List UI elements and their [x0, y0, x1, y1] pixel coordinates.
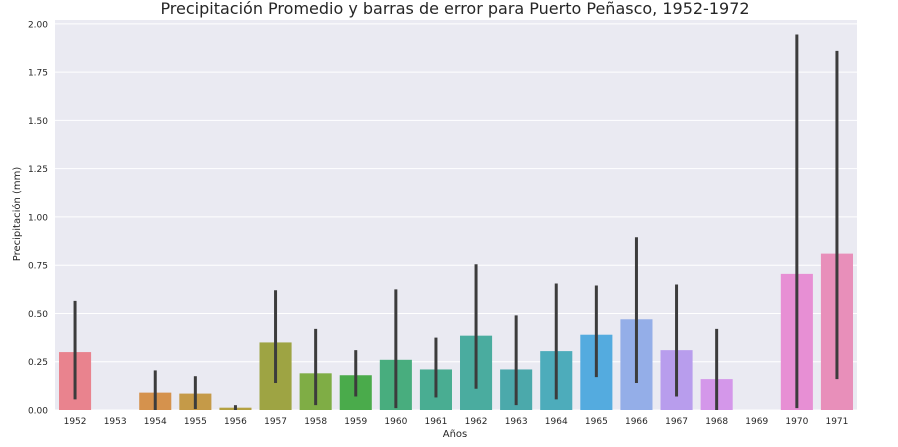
- x-tick-label: 1971: [825, 417, 848, 427]
- y-tick-label: 0.75: [28, 262, 48, 272]
- x-tick-label: 1967: [665, 417, 688, 427]
- x-tick-label: 1969: [745, 417, 768, 427]
- chart-title: Precipitación Promedio y barras de error…: [160, 0, 749, 18]
- y-tick-label: 2.00: [28, 20, 48, 30]
- x-axis-label: Años: [443, 429, 468, 440]
- x-tick-label: 1963: [505, 417, 528, 427]
- x-tick-label: 1961: [424, 417, 447, 427]
- x-tick-label: 1954: [144, 417, 167, 427]
- y-tick-label: 0.00: [28, 407, 48, 417]
- y-axis-label: Precipitación (mm): [11, 167, 23, 262]
- plot-area: [55, 20, 857, 410]
- x-tick-label: 1958: [304, 417, 327, 427]
- y-tick-label: 1.25: [28, 165, 48, 175]
- x-tick-label: 1968: [705, 417, 728, 427]
- x-tick-label: 1955: [184, 417, 207, 427]
- x-tick-label: 1956: [224, 417, 247, 427]
- y-tick-label: 0.50: [28, 310, 48, 320]
- x-tick-label: 1970: [785, 417, 808, 427]
- x-tick-label: 1957: [264, 417, 287, 427]
- y-tick-label: 1.50: [28, 117, 48, 127]
- y-tick-label: 1.00: [28, 213, 48, 223]
- x-tick-label: 1965: [585, 417, 608, 427]
- x-tick-label: 1960: [384, 417, 407, 427]
- x-tick-label: 1962: [465, 417, 488, 427]
- x-tick-label: 1952: [64, 417, 87, 427]
- x-tick-label: 1964: [545, 417, 568, 427]
- y-tick-label: 1.75: [28, 69, 48, 79]
- x-tick-label: 1959: [344, 417, 367, 427]
- y-tick-label: 0.25: [28, 358, 48, 368]
- x-tick-label: 1966: [625, 417, 648, 427]
- x-tick-label: 1953: [104, 417, 127, 427]
